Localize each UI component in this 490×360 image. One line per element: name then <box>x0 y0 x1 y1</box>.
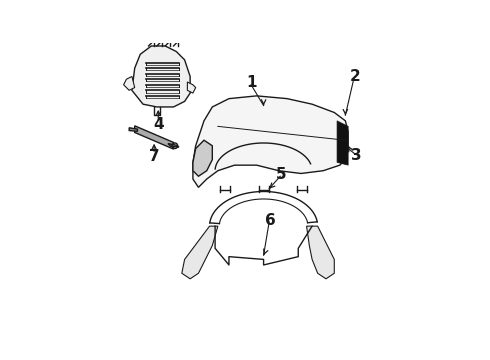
Text: 1: 1 <box>246 75 256 90</box>
Polygon shape <box>187 82 196 93</box>
Polygon shape <box>123 76 135 90</box>
Polygon shape <box>307 226 334 279</box>
Polygon shape <box>193 140 212 176</box>
Text: 4: 4 <box>153 117 164 132</box>
Polygon shape <box>337 121 348 165</box>
Text: 7: 7 <box>149 149 159 165</box>
Polygon shape <box>182 226 218 279</box>
Polygon shape <box>129 128 138 131</box>
Polygon shape <box>132 46 190 107</box>
Polygon shape <box>168 144 179 147</box>
Text: 2: 2 <box>350 69 361 84</box>
Text: 6: 6 <box>265 212 275 228</box>
Text: 3: 3 <box>351 148 362 163</box>
Text: 5: 5 <box>276 167 287 183</box>
Polygon shape <box>135 126 173 149</box>
Polygon shape <box>193 96 348 187</box>
